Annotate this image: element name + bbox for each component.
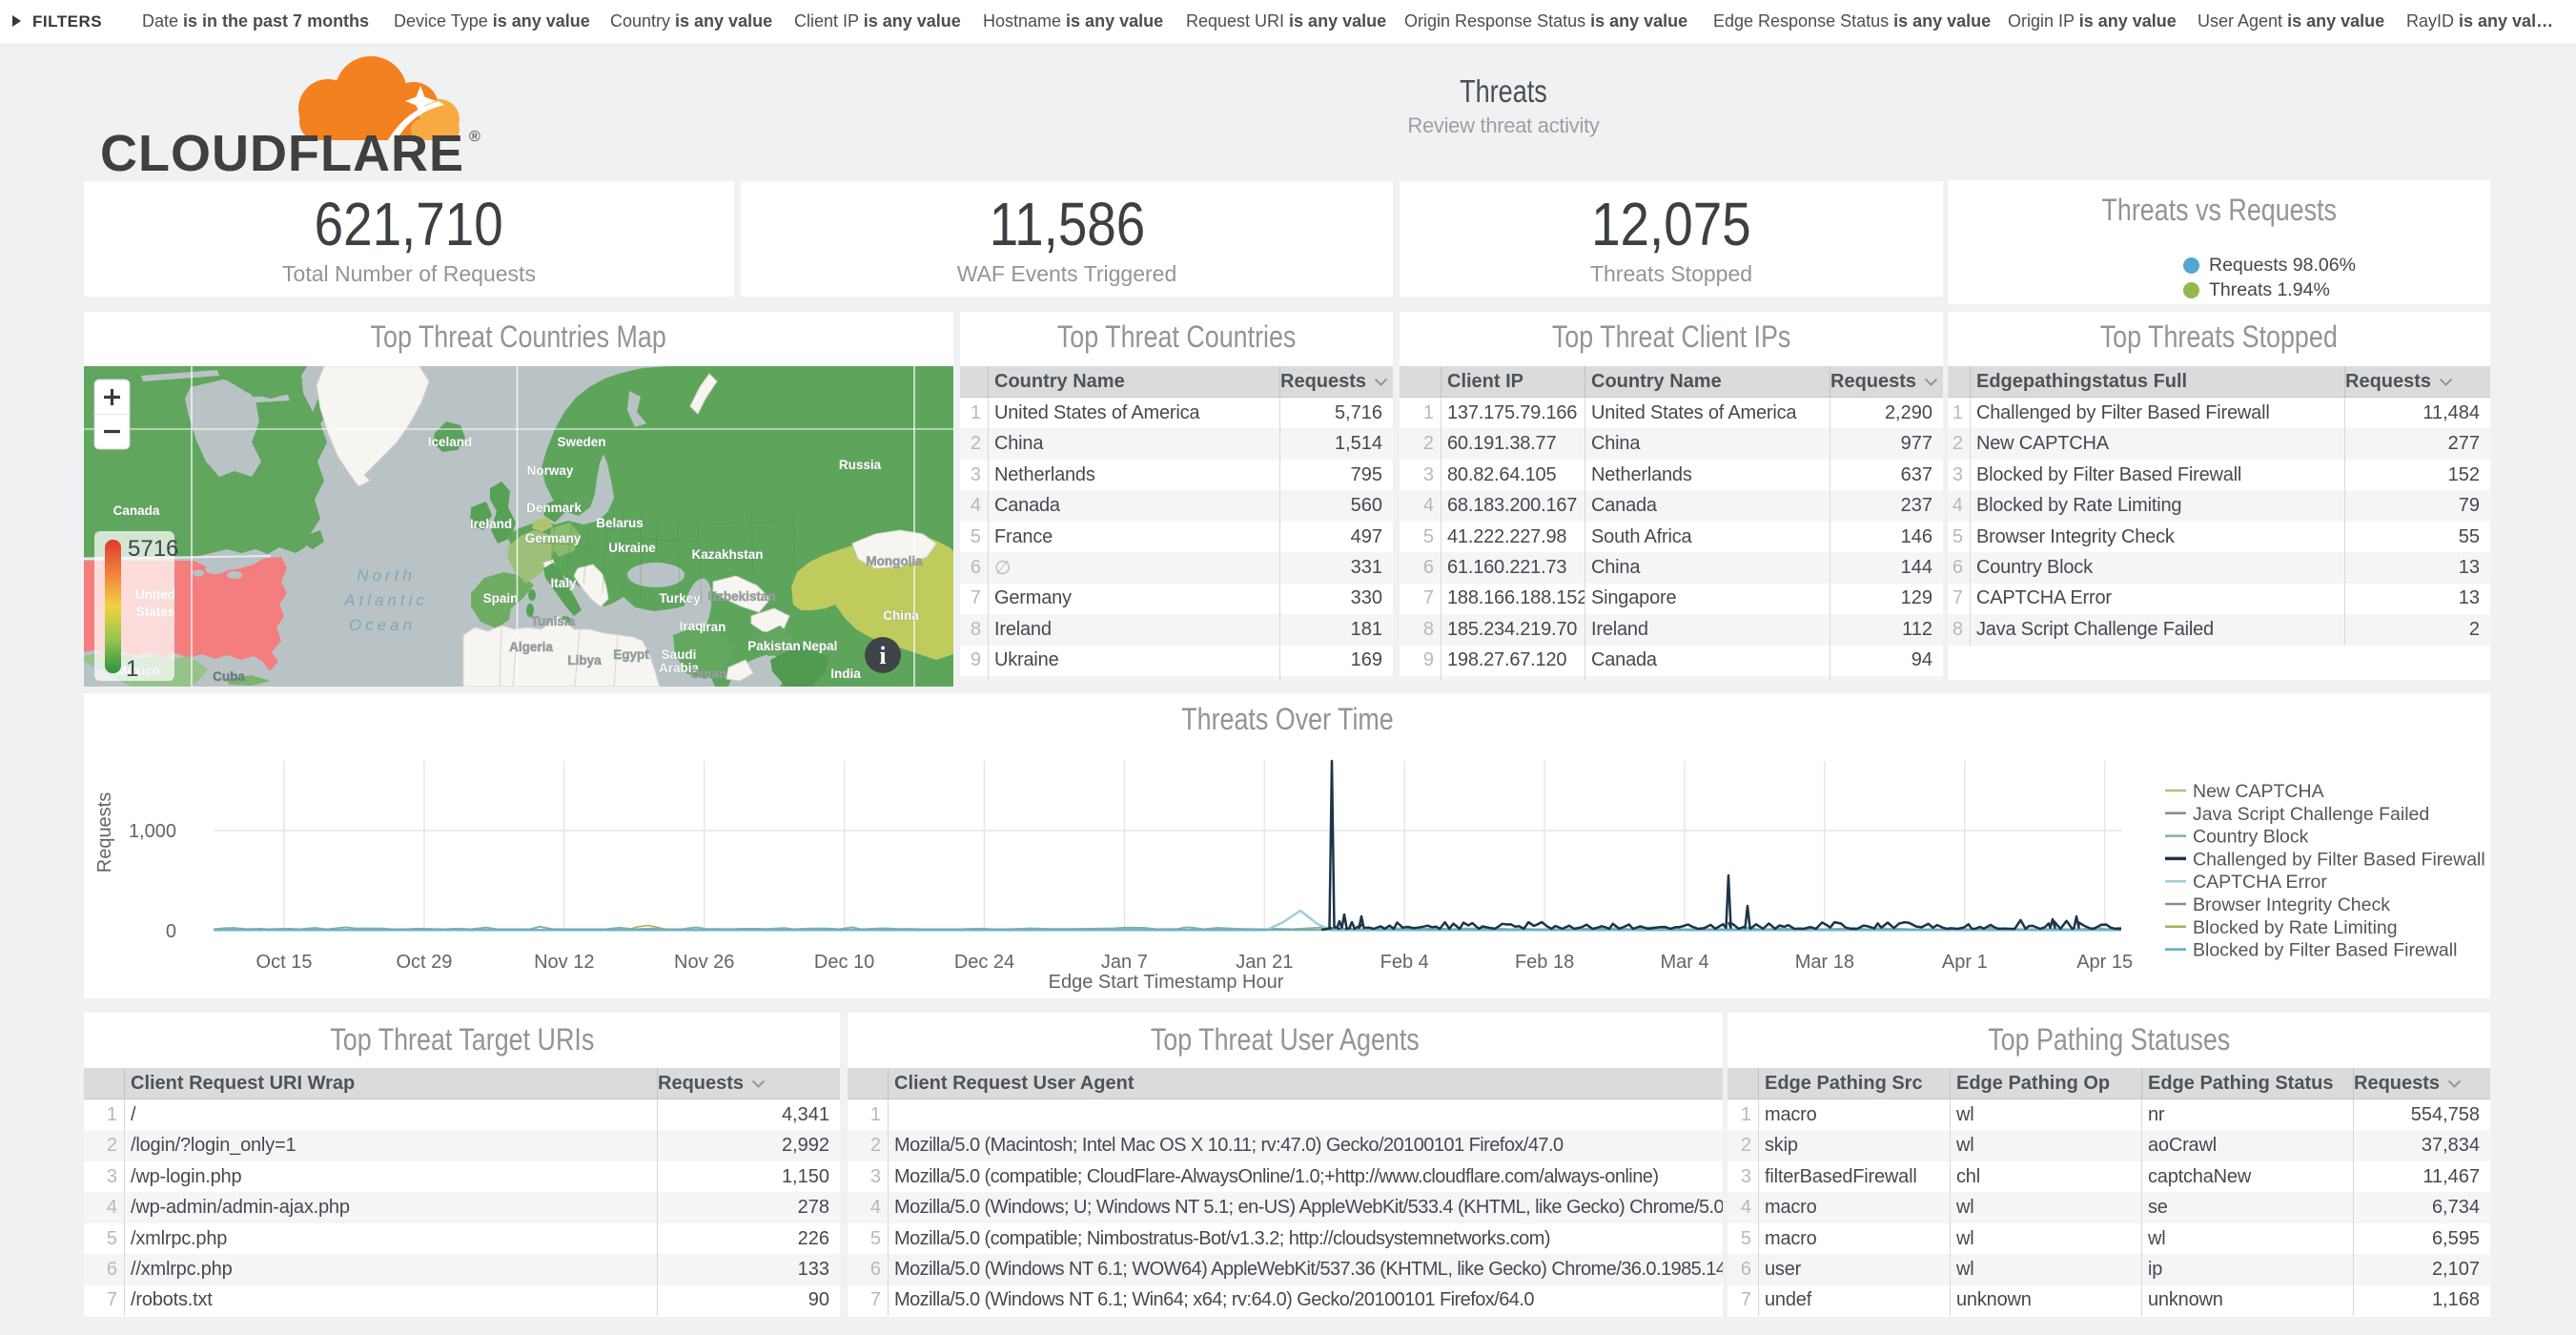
svg-text:Uzbekistan: Uzbekistan bbox=[707, 589, 775, 604]
svg-text:Country Block: Country Block bbox=[2193, 827, 2309, 848]
svg-text:Ukraine: Ukraine bbox=[608, 541, 656, 555]
svg-text:Egypt: Egypt bbox=[613, 647, 649, 662]
svg-text:Requests: Requests bbox=[94, 792, 115, 873]
svg-text:Pakistan: Pakistan bbox=[747, 639, 801, 653]
svg-text:Browser Integrity Check: Browser Integrity Check bbox=[2193, 894, 2390, 915]
svg-text:Sweden: Sweden bbox=[557, 435, 605, 449]
svg-text:Atlantic: Atlantic bbox=[343, 591, 428, 609]
svg-text:Norway: Norway bbox=[527, 463, 574, 478]
svg-text:Ocean: Ocean bbox=[349, 616, 416, 634]
svg-text:Mongolia: Mongolia bbox=[866, 554, 923, 568]
svg-text:Nov 12: Nov 12 bbox=[534, 952, 594, 973]
svg-text:Feb 4: Feb 4 bbox=[1380, 952, 1429, 973]
svg-text:1: 1 bbox=[126, 656, 138, 682]
svg-text:Germany: Germany bbox=[525, 531, 582, 545]
svg-text:Oman: Oman bbox=[690, 667, 726, 681]
svg-text:Belarus: Belarus bbox=[596, 516, 644, 530]
svg-text:Spain: Spain bbox=[483, 591, 519, 606]
svg-text:Mar 4: Mar 4 bbox=[1660, 952, 1708, 973]
svg-text:Iraq: Iraq bbox=[680, 619, 704, 633]
svg-text:5716: 5716 bbox=[128, 536, 178, 562]
svg-text:Saudi: Saudi bbox=[662, 647, 697, 662]
svg-text:Iran: Iran bbox=[703, 620, 726, 634]
svg-text:Feb 18: Feb 18 bbox=[1515, 952, 1574, 973]
svg-text:Russia: Russia bbox=[839, 458, 882, 472]
svg-text:CLOUDFLARE: CLOUDFLARE bbox=[100, 125, 464, 179]
svg-text:Jan 21: Jan 21 bbox=[1236, 952, 1293, 973]
svg-text:Oct 29: Oct 29 bbox=[396, 952, 452, 973]
svg-text:New CAPTCHA: New CAPTCHA bbox=[2193, 781, 2324, 802]
svg-text:Denmark: Denmark bbox=[526, 501, 582, 515]
svg-text:Edge Start Timestamp Hour: Edge Start Timestamp Hour bbox=[1049, 972, 1284, 993]
svg-text:Tunisia: Tunisia bbox=[531, 614, 576, 628]
svg-text:Apr 15: Apr 15 bbox=[2076, 952, 2133, 973]
svg-text:Arabia: Arabia bbox=[659, 661, 700, 675]
svg-text:Jan 7: Jan 7 bbox=[1101, 952, 1148, 973]
svg-text:Ireland: Ireland bbox=[470, 517, 512, 531]
svg-text:Apr 1: Apr 1 bbox=[1942, 952, 1988, 973]
svg-text:Turkey: Turkey bbox=[659, 591, 701, 606]
svg-text:i: i bbox=[879, 642, 886, 669]
svg-text:Java Script Challenge Failed: Java Script Challenge Failed bbox=[2193, 804, 2429, 825]
svg-text:China: China bbox=[883, 608, 919, 623]
svg-text:Canada: Canada bbox=[113, 503, 160, 518]
svg-text:Algeria: Algeria bbox=[509, 640, 553, 654]
svg-text:Blocked by Filter Based Firewa: Blocked by Filter Based Firewall bbox=[2193, 940, 2457, 961]
svg-text:CAPTCHA Error: CAPTCHA Error bbox=[2193, 872, 2327, 893]
svg-text:Kazakhstan: Kazakhstan bbox=[691, 547, 763, 562]
svg-text:Italy: Italy bbox=[550, 576, 577, 590]
svg-text:Blocked by Rate Limiting: Blocked by Rate Limiting bbox=[2193, 917, 2398, 938]
svg-text:Nepal: Nepal bbox=[803, 639, 838, 653]
svg-text:Challenged by Filter Based Fir: Challenged by Filter Based Firewall bbox=[2193, 849, 2485, 870]
svg-text:®: ® bbox=[469, 129, 480, 145]
svg-text:Oct 15: Oct 15 bbox=[256, 952, 313, 973]
svg-text:Dec 10: Dec 10 bbox=[814, 952, 874, 973]
svg-text:Dec 24: Dec 24 bbox=[954, 952, 1014, 973]
svg-text:Cuba: Cuba bbox=[213, 669, 245, 684]
svg-text:Libya: Libya bbox=[567, 653, 602, 668]
svg-text:Mar 18: Mar 18 bbox=[1795, 952, 1854, 973]
svg-text:Nov 26: Nov 26 bbox=[674, 952, 734, 973]
svg-text:0: 0 bbox=[166, 921, 176, 942]
svg-text:India: India bbox=[830, 667, 861, 681]
svg-text:Iceland: Iceland bbox=[428, 435, 473, 449]
svg-text:North: North bbox=[357, 566, 416, 585]
svg-text:1,000: 1,000 bbox=[129, 821, 176, 842]
